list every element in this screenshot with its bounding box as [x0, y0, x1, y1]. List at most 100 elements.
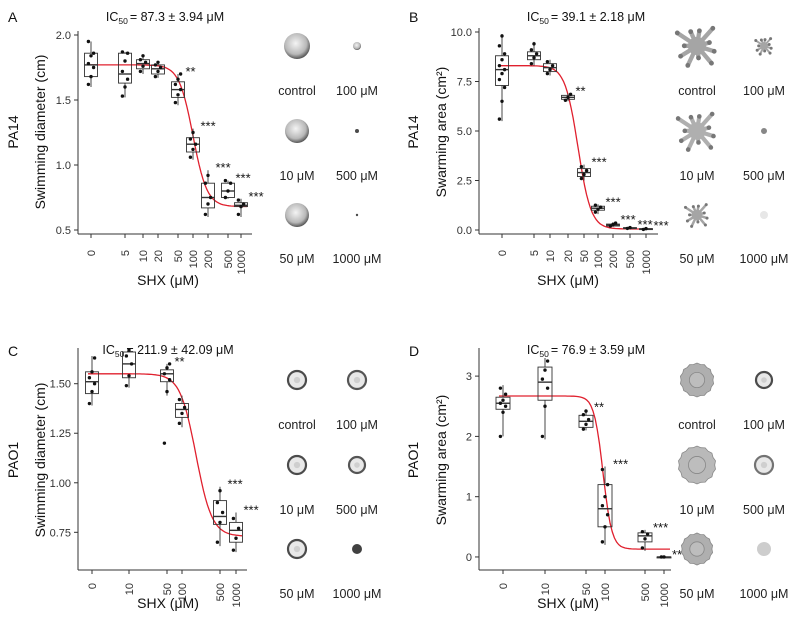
data-point	[182, 405, 187, 410]
thumbnail-label: 500 μM	[743, 169, 785, 183]
significance-label: **	[186, 64, 196, 79]
data-point	[125, 77, 130, 81]
boxplot: ***	[234, 189, 264, 217]
x-tick-label: 5	[120, 250, 132, 256]
data-point	[500, 99, 504, 104]
data-point	[220, 510, 225, 515]
data-point	[173, 82, 178, 87]
data-point	[503, 404, 508, 408]
data-point	[215, 500, 220, 505]
y-tick-label: 2	[466, 431, 472, 443]
data-point	[543, 404, 547, 408]
y-tick-label: 10.0	[451, 27, 472, 39]
significance-label: **	[175, 354, 185, 369]
x-tick-label: 10	[540, 583, 552, 595]
x-tick-label: 50	[579, 250, 591, 262]
data-point	[497, 44, 502, 48]
data-point	[529, 48, 534, 52]
panel-letter: B	[409, 9, 418, 25]
significance-label: **	[576, 83, 586, 98]
data-point	[548, 67, 552, 72]
data-point	[236, 526, 241, 531]
thumbnail-label: 1000 μM	[333, 587, 382, 601]
data-point	[153, 74, 158, 79]
colony-thumbnail	[683, 203, 709, 228]
y-tick-label: 1.00	[50, 478, 71, 490]
boxplot: ***	[637, 520, 668, 551]
data-point	[605, 482, 610, 487]
box	[637, 532, 653, 543]
data-point	[180, 411, 184, 416]
data-point	[603, 494, 607, 499]
data-point	[503, 392, 508, 396]
colony-thumbnail	[674, 25, 717, 68]
data-point	[141, 54, 145, 58]
boxplot	[122, 348, 136, 388]
significance-label: ***	[201, 119, 216, 134]
thumbnail-label: 100 μM	[336, 84, 378, 98]
data-point	[581, 427, 586, 431]
x-axis-label: SHX (μM)	[137, 595, 199, 611]
x-tick-label: 20	[563, 250, 575, 262]
data-point	[502, 52, 507, 56]
data-point	[165, 389, 169, 394]
data-point	[90, 389, 94, 394]
boxplot	[151, 60, 165, 79]
boxplot: ***	[229, 503, 259, 553]
data-point	[226, 189, 230, 193]
boxplot	[136, 54, 150, 74]
boxplot: ***	[186, 119, 216, 160]
data-point	[645, 532, 650, 536]
data-point	[86, 61, 91, 66]
thumbnail-label: control	[278, 84, 316, 98]
data-point	[239, 204, 243, 209]
x-axis-label: SHX (μM)	[137, 272, 199, 288]
panel-letter: A	[8, 9, 18, 25]
data-point	[177, 397, 182, 402]
data-point	[608, 224, 613, 228]
data-point	[545, 359, 550, 363]
data-point	[91, 65, 96, 70]
data-point	[640, 546, 645, 550]
data-point	[643, 537, 647, 541]
data-point	[193, 142, 198, 146]
y-axis-label: Swimming diameter (cm)	[32, 383, 48, 538]
data-point	[120, 69, 125, 74]
data-point	[178, 87, 183, 92]
data-point	[203, 212, 208, 217]
data-point	[231, 516, 236, 521]
strain-label: PA14	[405, 115, 421, 148]
data-point	[167, 362, 172, 366]
data-point	[129, 362, 134, 366]
x-tick-label: 0	[497, 250, 509, 256]
data-point	[502, 85, 507, 90]
data-point	[584, 168, 589, 173]
data-point	[532, 42, 536, 46]
thumbnail-label: control	[678, 418, 716, 432]
data-point	[582, 172, 586, 177]
x-axis-label: SHX (μM)	[537, 272, 599, 288]
data-point	[644, 226, 648, 231]
x-tick-label: 10	[138, 250, 150, 262]
thumbnail-label: 500 μM	[336, 169, 378, 183]
y-tick-label: 1	[466, 492, 472, 504]
significance-label: ***	[654, 218, 669, 233]
x-tick-label: 1000	[641, 250, 653, 274]
x-tick-label: 1000	[659, 583, 671, 607]
box	[201, 182, 215, 209]
thumbnail-label: 100 μM	[336, 418, 378, 432]
data-point	[566, 95, 570, 100]
colony-thumbnail	[678, 445, 716, 485]
data-point	[141, 64, 145, 68]
data-point	[89, 74, 93, 79]
data-point	[581, 412, 586, 417]
data-point	[138, 58, 143, 62]
data-point	[138, 69, 143, 74]
boxplot: ***	[221, 171, 251, 200]
data-point	[540, 377, 545, 381]
data-point	[156, 69, 160, 74]
data-point	[662, 555, 666, 559]
data-point	[540, 434, 545, 439]
ic50-title: IC50 = 211.9 ± 42.09 μM	[102, 343, 233, 359]
data-point	[628, 225, 632, 230]
